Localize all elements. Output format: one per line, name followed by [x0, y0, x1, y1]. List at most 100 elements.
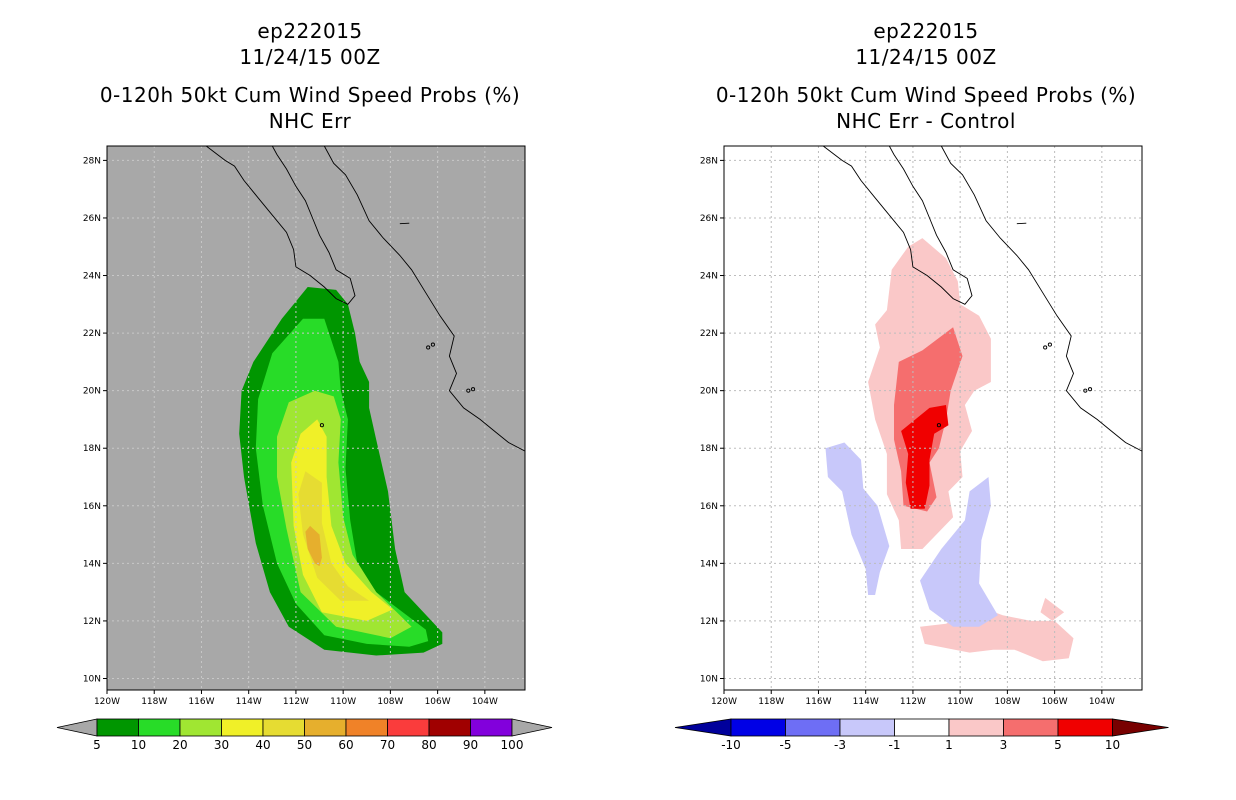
colorbar-over-triangle	[1112, 718, 1169, 737]
colorbar-label: 1	[945, 738, 953, 752]
x-tick-label: 118W	[141, 697, 167, 707]
y-tick-label: 22N	[700, 329, 718, 339]
left-product: 0-120h 50kt Cum Wind Speed Probs (%)	[99, 83, 521, 107]
contour--3-to--1	[920, 477, 998, 627]
colorbar-box	[1057, 718, 1113, 737]
colorbar-label: -10	[721, 738, 741, 752]
contour--3-to--1	[825, 442, 890, 595]
coastline-mainland	[940, 145, 1143, 452]
colorbar-label: 80	[421, 738, 436, 752]
panel-right: 120W 118W 116W 114W 112W 110W 108W 106W 104W 10N 1…	[674, 145, 1169, 752]
colorbar-label: 50	[297, 738, 312, 752]
coastline-mainland	[323, 145, 526, 452]
x-tick-label: 104W	[472, 697, 498, 707]
colorbar-box	[894, 718, 950, 737]
island	[1016, 222, 1027, 225]
colorbar-box	[948, 718, 1004, 737]
x-tick-label: 114W	[236, 697, 262, 707]
contour-50	[305, 525, 322, 567]
colorbar-box	[839, 718, 895, 737]
island	[470, 387, 476, 392]
island	[426, 345, 431, 350]
island	[1047, 342, 1052, 347]
y-tick-label: 16N	[700, 502, 718, 512]
colorbar-label: 10	[131, 738, 146, 752]
coastline	[205, 145, 526, 452]
right-product: 0-120h 50kt Cum Wind Speed Probs (%)	[715, 83, 1137, 107]
colorbar-label: 100	[501, 738, 524, 752]
y-tick-label: 14N	[700, 559, 718, 569]
island	[319, 423, 324, 428]
colorbar-box	[1003, 718, 1059, 737]
island	[466, 388, 471, 393]
island	[1087, 387, 1093, 392]
y-tick-label: 28N	[83, 156, 101, 166]
x-tick-label: 114W	[853, 697, 879, 707]
colorbar-under-triangle	[674, 718, 732, 737]
grid	[724, 146, 1142, 690]
x-tick-label: 106W	[425, 697, 451, 707]
colorbar-label: 20	[172, 738, 187, 752]
colorbar-box	[304, 718, 347, 737]
y-tick-label: 12N	[700, 617, 718, 627]
colorbar-box	[428, 718, 471, 737]
island	[1043, 345, 1048, 350]
y-tick-label: 20N	[83, 387, 101, 397]
colorbar-box	[470, 718, 513, 737]
left-panel-title: ep222015 11/24/15 00Z 0-120h 50kt Cum Wi…	[60, 18, 560, 134]
contour-1-to-3	[1040, 597, 1065, 621]
x-tick-label: 108W	[377, 697, 403, 707]
colorbar-label: 5	[1054, 738, 1062, 752]
island	[1083, 388, 1088, 393]
plot-frame	[723, 145, 1143, 691]
left-date: 11/24/15 00Z	[239, 45, 381, 69]
colorbar-label: 90	[463, 738, 478, 752]
colorbar-box	[179, 718, 222, 737]
coastline	[822, 145, 1143, 452]
y-tick-label: 18N	[700, 444, 718, 454]
colorbar-label: 30	[214, 738, 229, 752]
colorbar-box	[138, 718, 181, 737]
y-tick-label: 10N	[83, 674, 101, 684]
plot-frame	[106, 145, 526, 691]
contour-40	[298, 471, 370, 601]
right-subtitle: NHC Err - Control	[836, 109, 1016, 133]
y-tick-label: 24N	[83, 272, 101, 282]
island	[936, 423, 941, 428]
colorbar: 5 10 20 30 40 50 60 70 80 90 100	[56, 718, 553, 752]
y-tick-label: 28N	[700, 156, 718, 166]
colorbar-box	[96, 718, 139, 737]
y-tick-label: 18N	[83, 444, 101, 454]
coastline-baja	[205, 145, 356, 305]
right-storm-id: ep222015	[873, 19, 979, 43]
colorbar-over-triangle	[511, 718, 553, 737]
left-storm-id: ep222015	[257, 19, 363, 43]
colorbar-under-triangle	[56, 718, 98, 737]
x-tick-label: 108W	[994, 697, 1020, 707]
right-panel-title: ep222015 11/24/15 00Z 0-120h 50kt Cum Wi…	[676, 18, 1176, 134]
colorbar-box	[221, 718, 264, 737]
x-tick-label: 110W	[330, 697, 356, 707]
y-tick-label: 26N	[83, 214, 101, 224]
colorbar: -10 -5 -3 -1 1 3 5 10	[674, 718, 1169, 752]
y-tick-label: 12N	[83, 617, 101, 627]
x-tick-label: 116W	[188, 697, 214, 707]
island	[430, 342, 435, 347]
colorbar-label: 5	[93, 738, 101, 752]
grid	[107, 146, 525, 690]
coastline-baja	[822, 145, 973, 305]
x-tick-label: 112W	[900, 697, 926, 707]
colorbar-box	[387, 718, 430, 737]
colorbar-box	[785, 718, 841, 737]
y-tick-label: 14N	[83, 559, 101, 569]
x-tick-label: 116W	[805, 697, 831, 707]
y-tick-label: 20N	[700, 387, 718, 397]
left-subtitle: NHC Err	[268, 109, 352, 133]
colorbar-label: -3	[834, 738, 846, 752]
colorbar-box	[345, 718, 388, 737]
y-tick-label: 16N	[83, 502, 101, 512]
island	[399, 222, 410, 225]
colorbar-label: -1	[889, 738, 901, 752]
colorbar-label: 3	[1000, 738, 1008, 752]
x-tick-label: 120W	[711, 697, 737, 707]
